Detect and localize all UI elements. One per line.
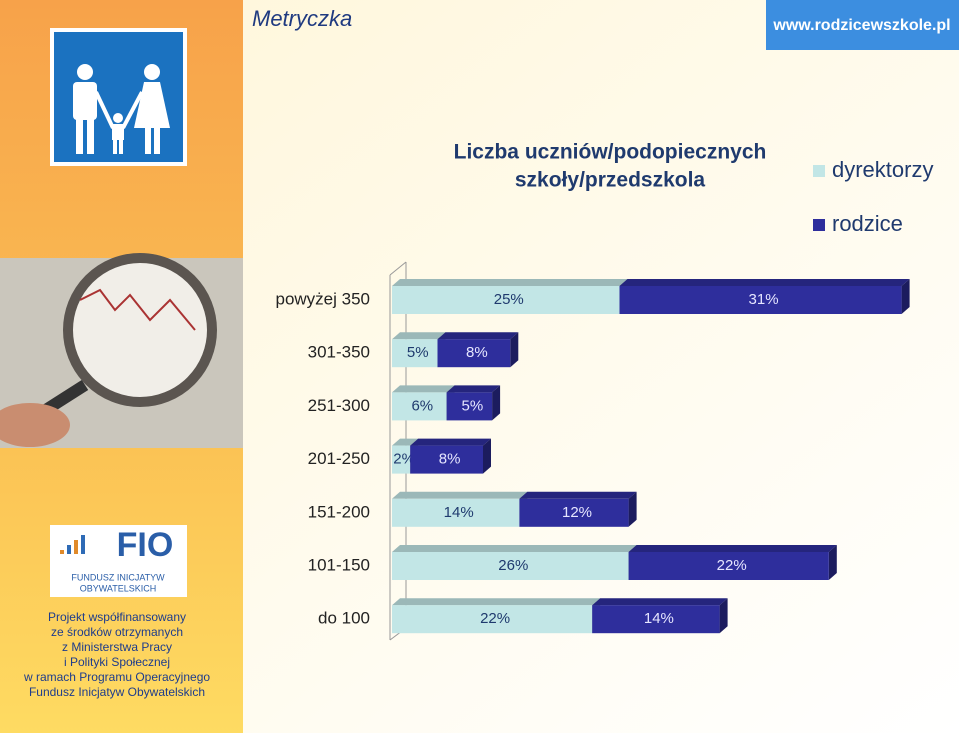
category-label: powyżej 350 <box>275 289 370 308</box>
value-label: 5% <box>407 344 429 361</box>
legend-swatch <box>813 165 825 177</box>
value-label: 22% <box>480 610 510 627</box>
category-label: 101-150 <box>308 555 370 574</box>
bar-top <box>519 491 637 499</box>
bar-top <box>619 279 910 286</box>
note-line: Projekt współfinansowany <box>48 610 186 624</box>
category-label: 151-200 <box>308 502 370 521</box>
bar-top <box>410 438 491 446</box>
category-label: 251-300 <box>308 396 370 415</box>
bar-top <box>437 332 519 340</box>
note-line: ze środków otrzymanych <box>51 625 183 639</box>
bar-top <box>628 545 837 552</box>
bar-side <box>719 598 728 634</box>
bar-top <box>392 279 628 286</box>
bar-side <box>901 279 910 314</box>
bar-top <box>392 438 419 446</box>
legend-swatch <box>813 219 825 231</box>
bar <box>619 286 902 314</box>
value-label: 12% <box>562 504 592 521</box>
site-url: www.rodzicewszkole.pl <box>772 17 950 34</box>
legend-label: rodzice <box>832 211 903 236</box>
legend-label: dyrektorzy <box>832 157 933 182</box>
value-label: 2% <box>393 451 415 468</box>
value-label: 8% <box>439 451 461 468</box>
bar-side <box>828 545 837 580</box>
value-label: 14% <box>444 504 474 521</box>
logo-subtitle: FUNDUSZ INICJATYW <box>71 572 165 582</box>
bar-top <box>392 332 446 340</box>
bar-top <box>592 598 728 606</box>
category-label: 201-250 <box>308 449 370 468</box>
bar <box>392 392 447 421</box>
bar-side <box>483 438 491 474</box>
bar <box>392 339 438 368</box>
note-line: Fundusz Inicjatyw Obywatelskich <box>29 685 205 699</box>
value-label: 31% <box>749 291 779 308</box>
bar-top <box>392 598 601 606</box>
value-label: 26% <box>498 557 528 574</box>
value-label: 22% <box>717 557 747 574</box>
note-line: i Polityki Społecznej <box>64 655 170 669</box>
fio-logo: FIO FUNDUSZ INICJATYW OBYWATELSKICH <box>50 525 187 597</box>
bar-side <box>492 385 501 421</box>
bar <box>392 445 411 474</box>
chart-title: Liczba uczniów/podopiecznych <box>454 141 767 164</box>
category-label: do 100 <box>318 609 370 628</box>
bar-side <box>628 491 637 527</box>
bar <box>519 498 629 527</box>
note-line: z Ministerstwa Pracy <box>62 640 172 654</box>
bar <box>392 286 620 314</box>
value-label: 5% <box>462 397 484 414</box>
page-title: Metryczka <box>252 6 352 31</box>
bar-top <box>446 385 501 393</box>
site-box <box>766 0 959 50</box>
logo-subtitle: OBYWATELSKICH <box>80 583 157 593</box>
family-icon <box>50 28 187 166</box>
bar <box>392 605 593 634</box>
logo-name: FIO <box>117 526 174 564</box>
chart-title: szkoły/przedszkola <box>515 169 706 192</box>
value-label: 8% <box>466 344 488 361</box>
bar <box>410 445 483 474</box>
bar <box>437 339 511 368</box>
bar <box>392 498 520 527</box>
photo <box>0 253 243 448</box>
bar-top <box>392 545 637 552</box>
bar <box>446 392 493 421</box>
bar <box>628 552 829 580</box>
category-label: 301-350 <box>308 343 370 362</box>
value-label: 6% <box>411 397 433 414</box>
bar <box>392 552 629 580</box>
bar-top <box>392 385 455 393</box>
bar <box>592 605 720 634</box>
bar-side <box>510 332 519 368</box>
bar-top <box>392 491 528 499</box>
axis-line <box>389 261 407 276</box>
note-line: w ramach Programu Operacyjnego <box>23 670 210 684</box>
value-label: 25% <box>494 291 524 308</box>
value-label: 14% <box>644 610 674 627</box>
